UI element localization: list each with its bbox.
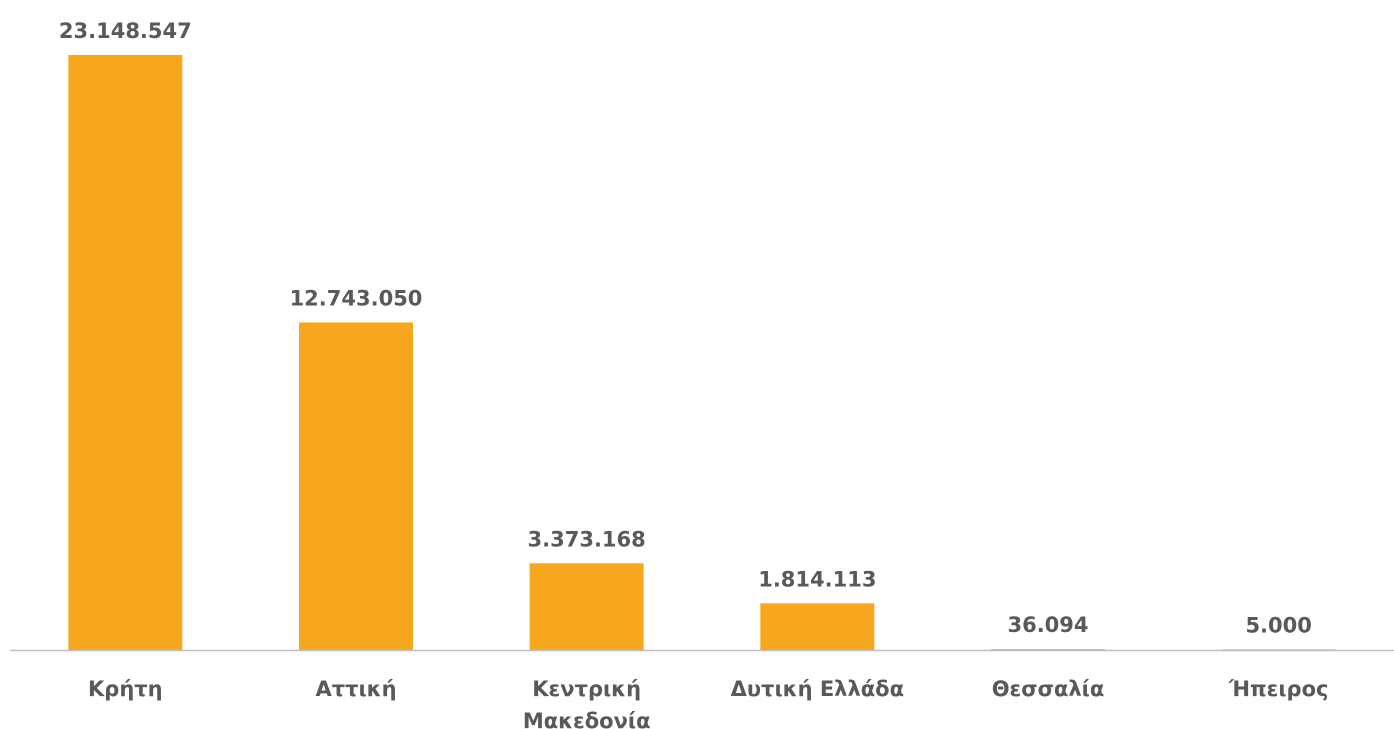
x-tick-label: Ήπειρος — [1228, 677, 1329, 701]
x-tick-label: Αττική — [315, 677, 396, 701]
x-tick-label: Δυτική Ελλάδα — [731, 677, 904, 701]
data-label: 1.814.113 — [758, 567, 876, 591]
bar — [529, 563, 644, 650]
category-labels-group: Κρήτη Αττική Κεντρική Μακεδονία Δυτική Ελλάδ… — [88, 677, 1328, 729]
x-tick-label: Θεσσαλία — [992, 677, 1105, 701]
bar — [299, 322, 413, 650]
data-label: 5.000 — [1245, 613, 1311, 637]
data-label: 12.743.050 — [290, 286, 423, 310]
bar — [760, 603, 875, 650]
data-label: 36.094 — [1007, 613, 1088, 637]
bar — [68, 55, 183, 650]
x-tick-label: Κρήτη — [88, 677, 163, 701]
bars-group — [68, 55, 1336, 650]
bar — [1221, 649, 1336, 650]
x-tick-label: Κεντρική — [532, 677, 641, 701]
x-tick-label: Μακεδονία — [523, 709, 651, 729]
bar — [991, 649, 1105, 650]
data-label: 3.373.168 — [528, 527, 646, 551]
data-label: 23.148.547 — [59, 19, 192, 43]
value-labels-group: 23.148.547 12.743.050 3.373.168 1.814.113 36… — [59, 19, 1312, 637]
